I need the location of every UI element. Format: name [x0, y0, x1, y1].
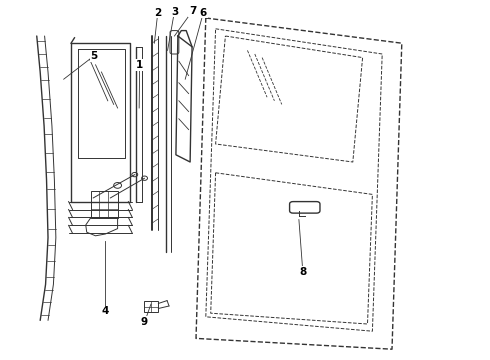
Text: 8: 8 [299, 267, 306, 277]
Text: 2: 2 [154, 8, 161, 18]
Text: 5: 5 [91, 51, 98, 61]
FancyBboxPatch shape [290, 202, 320, 213]
Text: 3: 3 [171, 6, 178, 17]
Text: 1: 1 [136, 60, 143, 70]
Text: 4: 4 [101, 306, 109, 316]
Bar [91, 191, 118, 218]
Text: 6: 6 [200, 8, 207, 18]
FancyBboxPatch shape [170, 31, 179, 54]
Bar [144, 301, 158, 312]
Text: 9: 9 [141, 317, 148, 327]
Text: 7: 7 [189, 6, 196, 16]
